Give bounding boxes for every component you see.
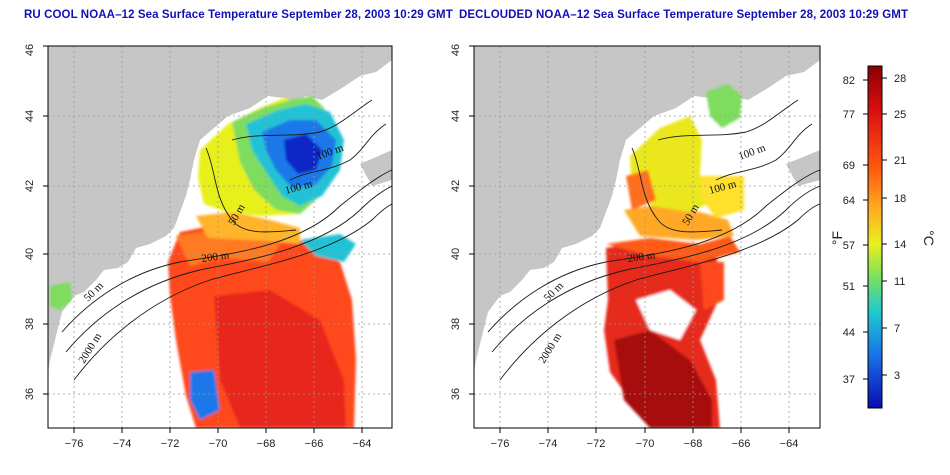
land-mass: [786, 150, 820, 186]
lat-tick-label: 40: [450, 248, 462, 260]
map-frame: [473, 45, 821, 429]
lon-tick-labels: −76 −74 −72 −70 −68 −66 −64: [65, 438, 372, 450]
right-panel-title: DECLOUDED NOAA–12 Sea Surface Temperatur…: [459, 9, 909, 21]
celsius-tick-labels: 28 25 21 18 14 11 7 3: [894, 73, 906, 382]
lat-lon-grid: [48, 46, 392, 428]
left-panel-title: RU COOL NOAA–12 Sea Surface Temperature …: [24, 9, 453, 21]
lat-tick-label: 44: [24, 110, 36, 122]
celsius-tick-label: 3: [894, 370, 900, 382]
celsius-tick-label: 7: [894, 323, 900, 335]
lat-tick-label: 36: [24, 388, 36, 400]
bathymetry-contours: [61, 99, 393, 381]
celsius-tick-label: 28: [894, 73, 906, 85]
celsius-tick-label: 18: [894, 193, 906, 205]
lat-tick-label: 38: [450, 318, 462, 330]
bathymetry-contours: [487, 99, 821, 381]
fahrenheit-tick-label: 57: [843, 240, 855, 252]
lat-tick-label: 42: [450, 180, 462, 192]
lat-tick-label: 38: [24, 318, 36, 330]
axis-ticks: [43, 45, 363, 433]
map-frame: [47, 45, 393, 429]
land-mass: [360, 150, 392, 186]
lon-tick-label: −72: [587, 438, 606, 450]
fahrenheit-tick-label: 37: [843, 374, 855, 386]
lon-tick-label: −74: [539, 438, 558, 450]
colorbar-ticks: [863, 77, 887, 380]
lon-tick-label: −70: [209, 438, 228, 450]
colorbar-scale: [867, 65, 883, 409]
lat-tick-label: 46: [24, 44, 36, 56]
lon-tick-label: −68: [684, 438, 703, 450]
lon-tick-label: −64: [780, 438, 799, 450]
fahrenheit-tick-label: 82: [843, 75, 855, 87]
lat-lon-grid: [474, 46, 820, 428]
celsius-tick-label: 11: [894, 276, 905, 288]
lon-tick-label: −64: [353, 438, 372, 450]
lat-tick-label: 42: [24, 180, 36, 192]
lon-tick-label: −72: [161, 438, 180, 450]
contour-label: 200 m: [201, 249, 231, 265]
fahrenheit-tick-label: 64: [843, 195, 855, 207]
lat-tick-labels: 36 38 40 42 44 46: [24, 44, 36, 400]
land-mass: [474, 46, 820, 372]
land-mass: [48, 46, 392, 372]
celsius-tick-label: 21: [894, 155, 906, 167]
lat-tick-label: 40: [24, 248, 36, 260]
fahrenheit-tick-label: 44: [843, 327, 855, 339]
fahrenheit-tick-label: 69: [843, 160, 855, 172]
celsius-tick-label: 14: [894, 239, 906, 251]
lat-tick-labels: 36 38 40 42 44 46: [450, 44, 462, 400]
lon-tick-label: −70: [636, 438, 655, 450]
fahrenheit-unit-label: °F: [829, 231, 845, 245]
right-map-panel: 100 m 100 m 50 m 200 m 50 m 2000 m −76 −…: [450, 44, 821, 450]
left-map-panel: 100 m 100 m 50 m 200 m 50 m 2000 m −76 −…: [24, 44, 393, 450]
celsius-unit-label: °C: [921, 230, 937, 246]
lon-tick-label: −76: [491, 438, 510, 450]
lon-tick-labels: −76 −74 −72 −70 −68 −66 −64: [491, 438, 799, 450]
lat-tick-label: 36: [450, 388, 462, 400]
lon-tick-label: −66: [305, 438, 324, 450]
temperature-colorbar: 82 77 69 64 57 51 44 37 28 25 21 18 14 1…: [829, 65, 937, 409]
fahrenheit-tick-label: 77: [843, 109, 855, 121]
lon-tick-label: −68: [257, 438, 276, 450]
lat-tick-label: 44: [450, 110, 462, 122]
lat-tick-label: 46: [450, 44, 462, 56]
sst-field: [604, 84, 744, 428]
lon-tick-label: −74: [113, 438, 132, 450]
fahrenheit-tick-label: 51: [843, 281, 855, 293]
contour-label: 200 m: [627, 249, 657, 265]
lon-tick-label: −66: [732, 438, 751, 450]
lon-tick-label: −76: [65, 438, 84, 450]
fahrenheit-tick-labels: 82 77 69 64 57 51 44 37: [843, 75, 855, 386]
celsius-tick-label: 25: [894, 109, 906, 121]
sst-field: [50, 96, 356, 428]
axis-ticks: [469, 45, 790, 433]
